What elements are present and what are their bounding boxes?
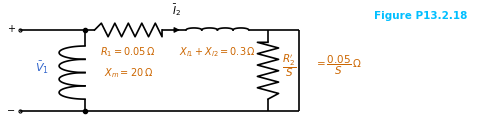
Text: $\dfrac{R_2^{\prime}}{S}$: $\dfrac{R_2^{\prime}}{S}$ <box>283 52 297 79</box>
Text: $R_1 = 0.05\,\Omega$: $R_1 = 0.05\,\Omega$ <box>100 45 156 59</box>
Text: +: + <box>7 24 15 34</box>
Text: −: − <box>7 106 15 116</box>
Text: $X_{l1} + X_{l2} = 0.3\,\Omega$: $X_{l1} + X_{l2} = 0.3\,\Omega$ <box>179 45 256 59</box>
Text: $X_m = 20\,\Omega$: $X_m = 20\,\Omega$ <box>104 66 153 80</box>
Text: $= \dfrac{0.05}{S}\,\Omega$: $= \dfrac{0.05}{S}\,\Omega$ <box>314 54 362 77</box>
Text: $\bar{V}_1$: $\bar{V}_1$ <box>35 60 49 76</box>
Text: Figure P13.2.18: Figure P13.2.18 <box>374 11 468 21</box>
Text: $\bar{I}_2$: $\bar{I}_2$ <box>172 2 181 18</box>
